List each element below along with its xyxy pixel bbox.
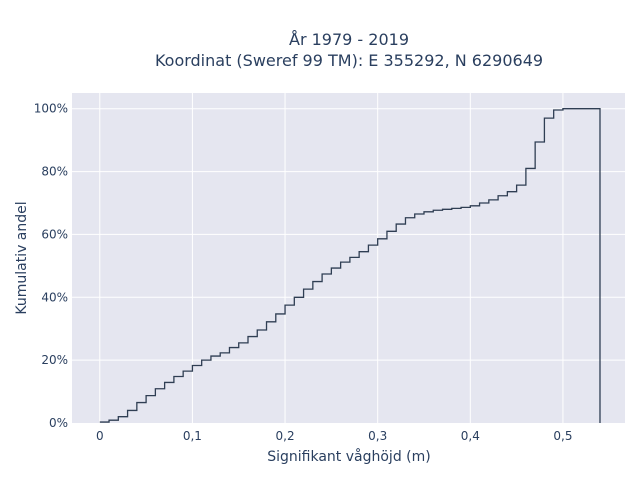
cumulative-step-line (99, 108, 601, 423)
y-tick-label: 60% (41, 227, 68, 241)
x-tick-labels: 0 0,1 0,2 0,3 0,4 0,5 (96, 429, 573, 443)
y-gridlines (72, 108, 625, 361)
y-tick-label: 80% (41, 165, 68, 179)
y-axis-label: Kumulativ andel (14, 201, 30, 314)
x-axis-label: Signifikant våghöjd (m) (267, 448, 430, 465)
x-tick-label: 0 (96, 429, 104, 443)
x-tick-label: 0,5 (553, 429, 572, 443)
y-tick-label: 0% (49, 416, 68, 430)
x-tick-label: 0,2 (276, 429, 295, 443)
chart-title-line1: År 1979 - 2019 (289, 30, 409, 49)
plot-background (72, 93, 625, 423)
x-tick-label: 0,3 (368, 429, 387, 443)
y-tick-label: 100% (34, 102, 68, 116)
x-gridlines (99, 93, 564, 423)
x-tick-label: 0,1 (183, 429, 202, 443)
y-tick-label: 40% (41, 290, 68, 304)
chart-title-line2: Koordinat (Sweref 99 TM): E 355292, N 62… (155, 51, 543, 70)
y-tick-labels: 0% 20% 40% 60% 80% 100% (34, 102, 68, 430)
y-tick-label: 20% (41, 353, 68, 367)
x-tick-label: 0,4 (461, 429, 480, 443)
